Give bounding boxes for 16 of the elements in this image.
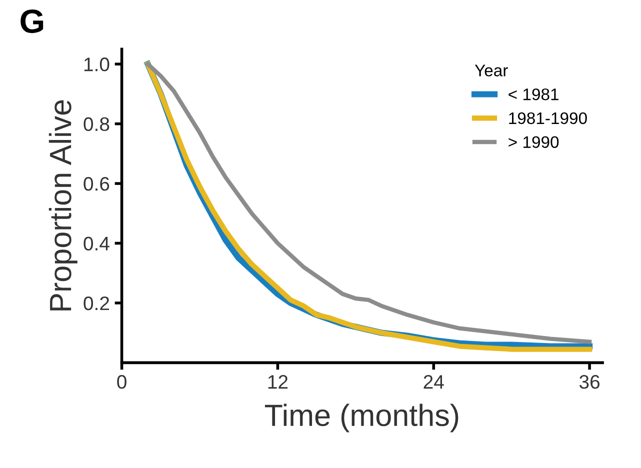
x-tick-label: 0 <box>117 375 126 389</box>
y-tick-label: 0.6 <box>84 176 110 191</box>
legend-title: Year <box>474 64 508 76</box>
y-tick-label: 0.8 <box>84 117 110 132</box>
x-tick-label: 24 <box>424 375 444 389</box>
x-tick-label: 12 <box>268 375 288 389</box>
x-axis-title: Time (months) <box>264 404 458 432</box>
x-tick-label: 36 <box>579 375 600 389</box>
y-tick-label: 0.4 <box>84 236 110 250</box>
y-axis-title: Proportion Alive <box>48 100 78 310</box>
y-tick-label: 0.2 <box>84 296 110 310</box>
legend-label: > 1990 <box>508 136 559 148</box>
y-tick-label: 1.0 <box>84 58 110 72</box>
legend-label: 1981-1990 <box>509 112 587 124</box>
chart-title: G <box>20 9 44 34</box>
legend-label: < 1981 <box>508 88 558 100</box>
